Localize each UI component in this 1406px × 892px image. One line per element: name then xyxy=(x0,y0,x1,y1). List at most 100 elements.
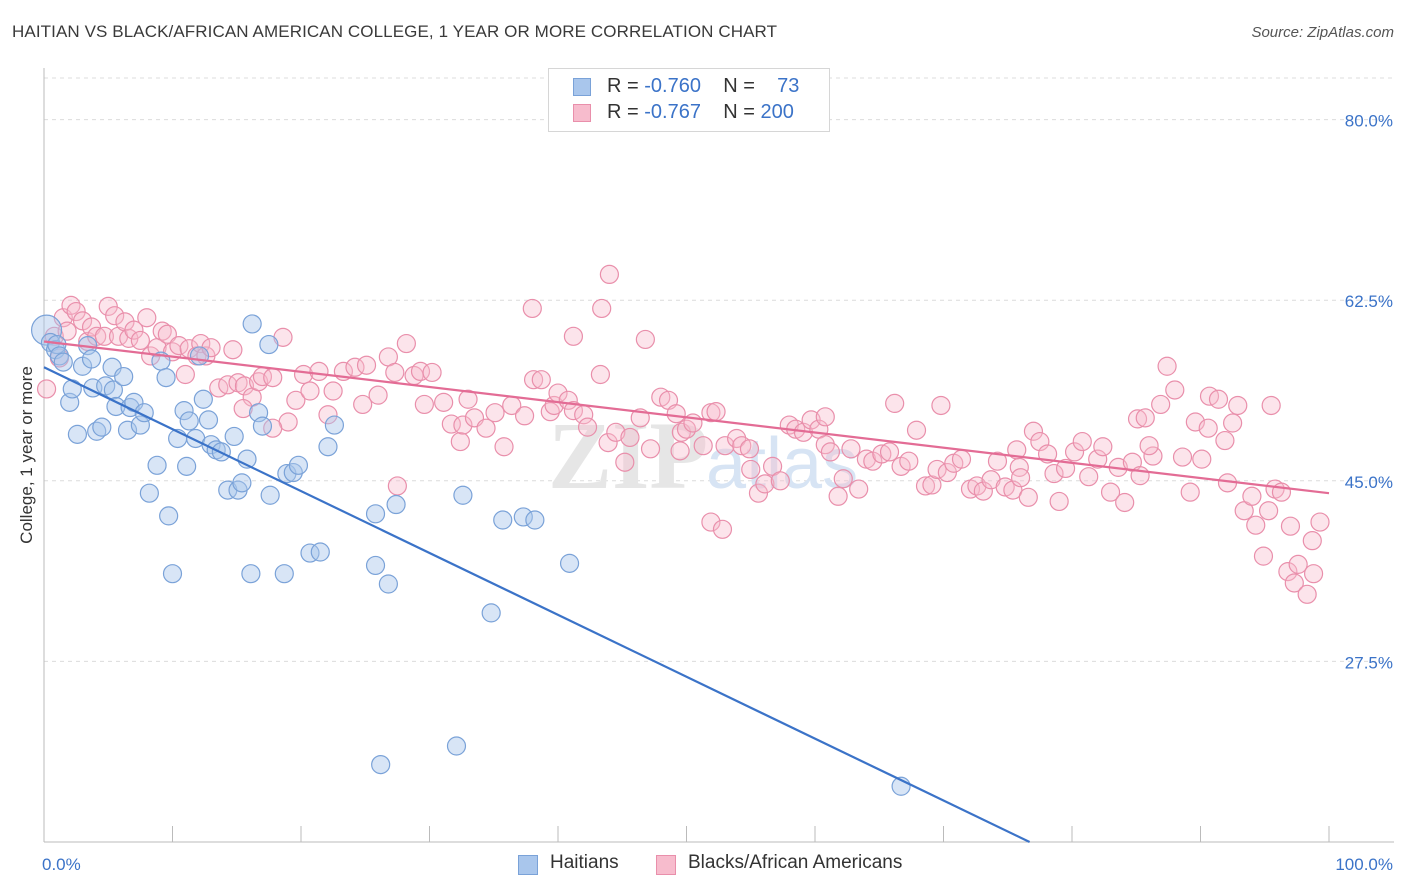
blacks-point xyxy=(1253,546,1274,566)
blacks-point xyxy=(651,387,671,407)
blacks-point xyxy=(1018,487,1038,507)
blacks-point xyxy=(1302,531,1322,551)
blacks-point xyxy=(81,317,102,337)
legend-r-value: -0.767 xyxy=(644,101,701,123)
blacks-point xyxy=(368,385,388,405)
y-axis-label: College, 1 year or more xyxy=(17,366,36,544)
blacks-point xyxy=(1303,564,1324,584)
blacks-point xyxy=(693,436,713,456)
trend-lines xyxy=(43,340,1330,843)
blacks-point xyxy=(522,298,542,319)
blacks-point xyxy=(514,406,535,426)
blacks-point xyxy=(987,451,1008,471)
chart-title: HAITIAN VS BLACK/AFRICAN AMERICAN COLLEG… xyxy=(12,22,778,41)
legend-n-label: N = xyxy=(723,75,755,97)
haitians-point xyxy=(525,510,545,530)
blacks-point xyxy=(1044,463,1064,484)
blacks-point xyxy=(157,324,177,344)
haitians-point xyxy=(103,380,123,400)
blacks-point xyxy=(1010,468,1031,488)
blacks-point xyxy=(885,393,905,413)
haitians-point xyxy=(365,555,386,576)
legend-r-value: -0.760 xyxy=(644,75,701,97)
blacks-point xyxy=(353,394,373,415)
blacks-point xyxy=(1139,436,1159,456)
blacks-point xyxy=(1165,380,1185,400)
blacks-point xyxy=(577,417,598,437)
blacks-point xyxy=(1297,584,1317,604)
blacks-point xyxy=(1049,491,1069,512)
haitians-point xyxy=(232,473,252,493)
blacks-point xyxy=(590,364,611,385)
blacks-point xyxy=(396,333,416,354)
haitians-point xyxy=(62,379,82,399)
blacks-point xyxy=(815,407,835,427)
blacks-point xyxy=(286,390,306,410)
blacks-point xyxy=(1100,482,1121,502)
blacks-point xyxy=(715,436,735,456)
tick-labels: 27.5% 45.0% 62.5% 80.0% 0.0% 100.0% xyxy=(42,112,1393,874)
blacks-point xyxy=(434,392,454,412)
blacks-point xyxy=(458,389,478,409)
haitians-point xyxy=(67,424,88,444)
blacks-point xyxy=(61,295,81,315)
blacks-point xyxy=(770,471,790,491)
blacks-point xyxy=(263,368,283,388)
haitians-point xyxy=(114,366,134,387)
blacks-point xyxy=(223,340,243,360)
blacks-point xyxy=(1127,409,1148,429)
blacks-point xyxy=(706,402,726,422)
blacks-point xyxy=(233,398,253,419)
haitians-point xyxy=(288,455,309,475)
haitians-point xyxy=(130,415,150,435)
blacks-point xyxy=(922,475,942,495)
blacks-point xyxy=(105,306,125,326)
haitians-point xyxy=(260,485,280,505)
haitians-point xyxy=(371,754,391,775)
haitians-point xyxy=(198,410,219,430)
haitians-point xyxy=(513,507,533,527)
blacks-point xyxy=(995,477,1015,497)
blacks-point xyxy=(915,476,936,496)
haitians-point xyxy=(179,411,199,431)
blacks-point xyxy=(94,326,114,346)
blacks-point xyxy=(1310,512,1330,532)
blacks-point xyxy=(1284,573,1304,593)
haitians-point xyxy=(189,346,210,366)
blacks-point xyxy=(57,321,77,341)
haitians-point xyxy=(310,542,330,562)
blacks-point xyxy=(755,474,775,494)
blacks-point xyxy=(748,483,769,503)
blacks-point xyxy=(1208,389,1229,409)
blacks-point xyxy=(485,403,505,423)
haitians-point xyxy=(559,553,580,573)
blacks-point xyxy=(1198,418,1218,438)
haitians-point xyxy=(241,564,261,584)
haitians-point xyxy=(53,352,73,372)
x-tick-label-max: 100.0% xyxy=(1335,855,1393,874)
haitians-point xyxy=(177,456,197,476)
blacks-point xyxy=(599,264,620,284)
blacks-point xyxy=(1088,449,1108,469)
blacks-point xyxy=(531,370,551,390)
blacks-point xyxy=(356,355,377,375)
stats-legend: R = -0.760 N = 73 R = -0.767 N = 200 xyxy=(548,68,830,132)
blacks-point xyxy=(323,381,343,401)
blacks-point xyxy=(66,301,86,322)
blacks-point xyxy=(1055,458,1076,479)
blacks-point xyxy=(906,420,927,440)
haitians-point xyxy=(252,416,273,436)
watermark-atlas: atlas xyxy=(706,424,858,504)
blacks-point xyxy=(739,439,760,459)
series-blacks-points xyxy=(36,264,1330,604)
blacks-point xyxy=(1072,431,1092,452)
blacks-point xyxy=(598,433,618,453)
blacks-point xyxy=(1023,421,1044,441)
blacks-point xyxy=(1288,554,1308,574)
haitians-point xyxy=(481,603,501,623)
haitians-point xyxy=(318,437,338,457)
blacks-point xyxy=(1079,467,1099,487)
blacks-point xyxy=(899,451,919,471)
haitians-point xyxy=(446,736,467,756)
